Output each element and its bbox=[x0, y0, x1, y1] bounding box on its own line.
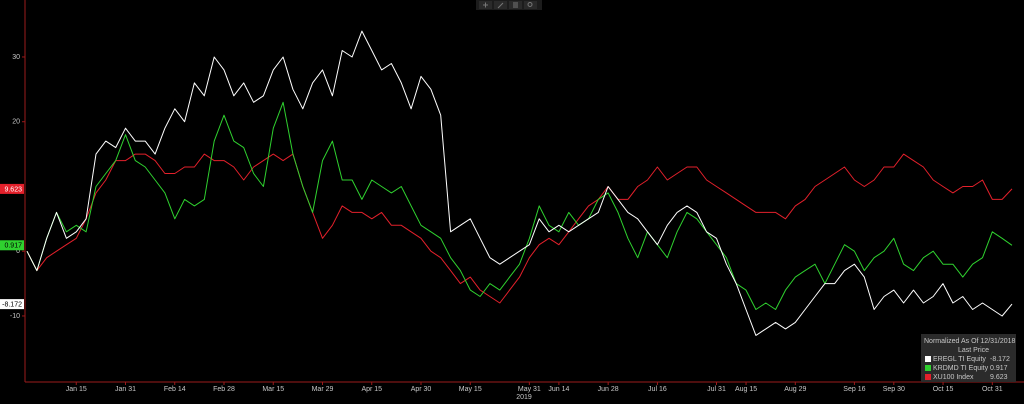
x-tick-label: Jul 16 bbox=[648, 386, 667, 393]
series-line bbox=[26, 153, 1013, 304]
x-tick-label: Jan 31 bbox=[115, 386, 136, 393]
legend-label: EREGL TI Equity bbox=[933, 356, 986, 363]
y-tick-label: -10 bbox=[10, 313, 20, 320]
legend-bg bbox=[921, 334, 1016, 382]
last-value-label: 9.623 bbox=[4, 186, 22, 193]
legend-subtitle: Last Price bbox=[958, 347, 989, 354]
x-tick-label: Sep 16 bbox=[843, 386, 865, 393]
y-tick-label: 30 bbox=[12, 54, 20, 61]
x-tick-label: Apr 15 bbox=[361, 386, 382, 393]
toolbar bbox=[476, 0, 542, 10]
legend-swatch bbox=[925, 356, 931, 362]
legend-swatch bbox=[925, 374, 931, 380]
x-tick-label: May 31 bbox=[518, 386, 541, 393]
x-tick-label: Oct 15 bbox=[933, 386, 954, 393]
legend-value: 0.917 bbox=[990, 365, 1008, 372]
last-value-box bbox=[0, 299, 24, 310]
series-line bbox=[26, 101, 1013, 310]
x-tick-label: Aug 29 bbox=[784, 386, 806, 393]
x-tick-label: Jun 28 bbox=[598, 386, 619, 393]
x-tick-label: Apr 30 bbox=[411, 386, 432, 393]
x-tick-label: Aug 15 bbox=[735, 386, 757, 393]
legend-title: Normalized As Of 12/31/2018 bbox=[924, 338, 1016, 345]
x-tick-label: Mar 15 bbox=[262, 386, 284, 393]
last-value-box bbox=[0, 240, 24, 251]
legend-label: KRDMD TI Equity bbox=[933, 365, 989, 372]
y-tick-label: 0 bbox=[16, 248, 20, 255]
legend-swatch bbox=[925, 365, 931, 371]
y-tick-label: 20 bbox=[12, 119, 20, 126]
zoom-icon bbox=[483, 2, 488, 8]
search-icon bbox=[527, 2, 533, 7]
search-button[interactable] bbox=[524, 1, 537, 9]
x-tick-label: May 15 bbox=[459, 386, 482, 393]
x-tick-label: Jun 14 bbox=[548, 386, 569, 393]
x-tick-label: Feb 28 bbox=[213, 386, 235, 393]
last-value-box bbox=[0, 183, 24, 194]
x-axis-year: 2019 bbox=[516, 394, 532, 401]
last-value-label: -8.172 bbox=[2, 301, 22, 308]
x-tick-label: Jul 31 bbox=[707, 386, 726, 393]
legend: Normalized As Of 12/31/2018 Last Price ERE… bbox=[921, 334, 1016, 382]
last-value-label: 0.917 bbox=[4, 243, 22, 250]
table-icon bbox=[513, 2, 518, 8]
legend-value: -8.172 bbox=[990, 356, 1010, 363]
x-tick-label: Sep 30 bbox=[883, 386, 905, 393]
x-tick-label: Feb 14 bbox=[164, 386, 186, 393]
legend-value: 9.623 bbox=[990, 374, 1008, 381]
x-tick-label: Oct 31 bbox=[982, 386, 1003, 393]
x-tick-label: Jan 15 bbox=[66, 386, 87, 393]
legend-label: XU100 Index bbox=[933, 374, 974, 381]
draw-icon bbox=[497, 2, 504, 9]
series-line bbox=[26, 30, 1013, 336]
x-tick-label: Mar 29 bbox=[312, 386, 334, 393]
